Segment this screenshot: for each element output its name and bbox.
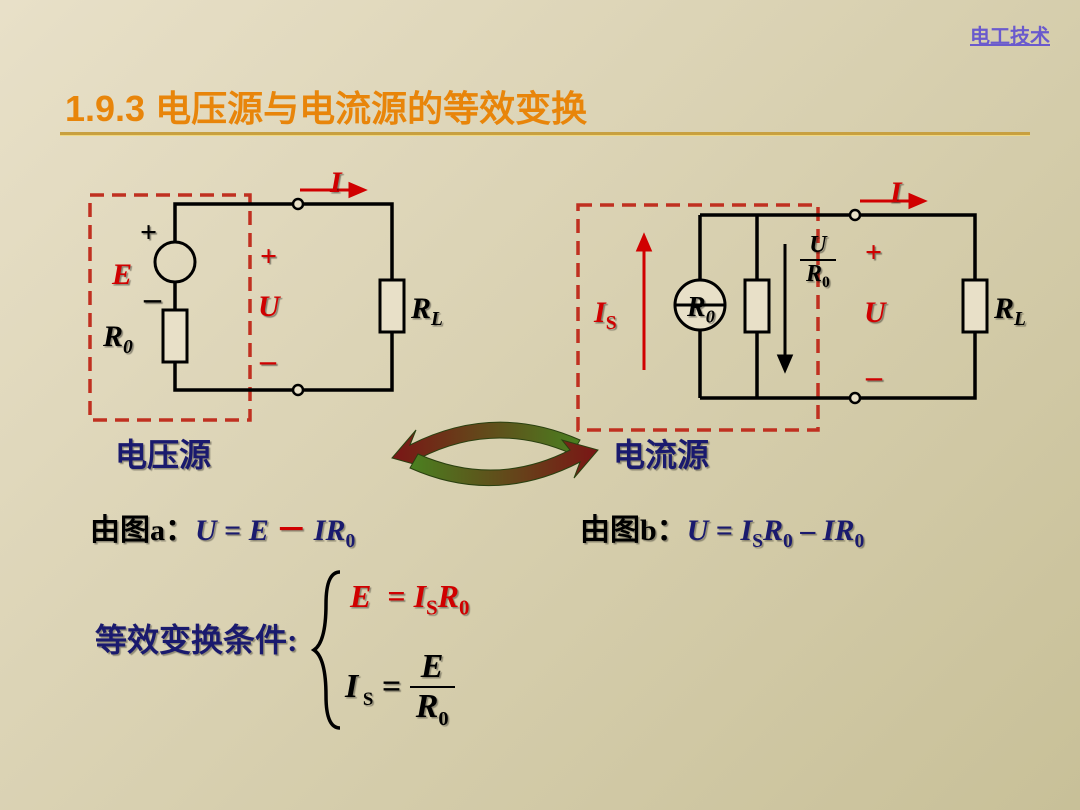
swap-arrows-icon	[380, 410, 610, 500]
label-I-b: I	[890, 176, 902, 210]
label-R0-b: R0	[687, 292, 715, 328]
label-E: E	[112, 258, 132, 292]
label-UoverR0: UR0	[800, 232, 836, 292]
caption-voltage-source: 电压源	[115, 430, 211, 476]
label-RL-b: RL	[994, 292, 1026, 331]
circuit-current	[560, 0, 1080, 440]
circuit-voltage	[0, 0, 480, 430]
label-RL-a: RL	[411, 292, 443, 331]
label-Uplus-a: +	[260, 240, 277, 274]
condition-eq-2: I S = E R0	[345, 648, 455, 731]
equation-fig-a: 由图a：U = E － IR0	[90, 505, 355, 553]
label-U-a: U	[258, 290, 280, 324]
label-I-a: I	[330, 166, 342, 200]
label-Is: IS	[594, 296, 617, 335]
label-U-b: U	[864, 296, 886, 330]
label-Uminus-a: –	[260, 342, 276, 379]
condition-eq-1: E = ISR0	[350, 578, 469, 620]
brace-icon	[310, 566, 348, 734]
vsrc-plus: +	[140, 216, 157, 250]
condition-label: 等效变换条件:	[95, 615, 298, 661]
label-Uplus-b: +	[865, 236, 882, 270]
equation-fig-b: 由图b：U = ISR0 – IR0	[580, 505, 864, 553]
caption-current-source: 电流源	[613, 430, 709, 476]
label-R0-a: R0	[103, 320, 133, 359]
label-Uminus-b: –	[866, 358, 882, 395]
vsrc-minus: –	[144, 280, 161, 318]
